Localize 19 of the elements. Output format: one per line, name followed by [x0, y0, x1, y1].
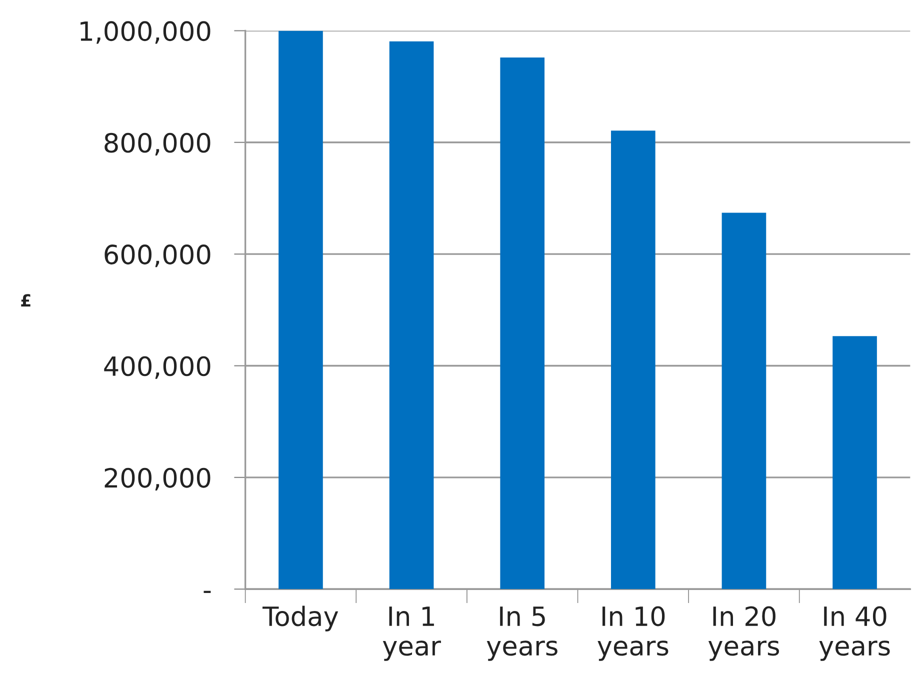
x-tick-label: In 1 year — [382, 606, 441, 661]
x-tick-label: In 5 years — [486, 606, 558, 661]
bar — [610, 130, 656, 590]
x-tick-label: In 20 years — [708, 606, 779, 661]
y-tick-label: 400,000 — [104, 356, 210, 379]
bar — [832, 336, 877, 590]
bar — [500, 58, 545, 590]
y-tick-label: 200,000 — [104, 468, 210, 491]
x-tick-label: Today — [262, 606, 338, 632]
bar — [722, 212, 766, 590]
x-tick-label: In 10 years — [598, 606, 668, 661]
x-tick-label: In 40 years — [819, 606, 890, 661]
bar — [278, 30, 323, 590]
y-tick-label: 800,000 — [104, 132, 210, 156]
y-tick-label: 1,000,000 — [80, 21, 210, 44]
y-axis-title: £ — [21, 294, 30, 306]
y-tick-label: - — [204, 590, 211, 593]
y-tick-label: 600,000 — [104, 244, 210, 268]
bar — [389, 41, 434, 590]
